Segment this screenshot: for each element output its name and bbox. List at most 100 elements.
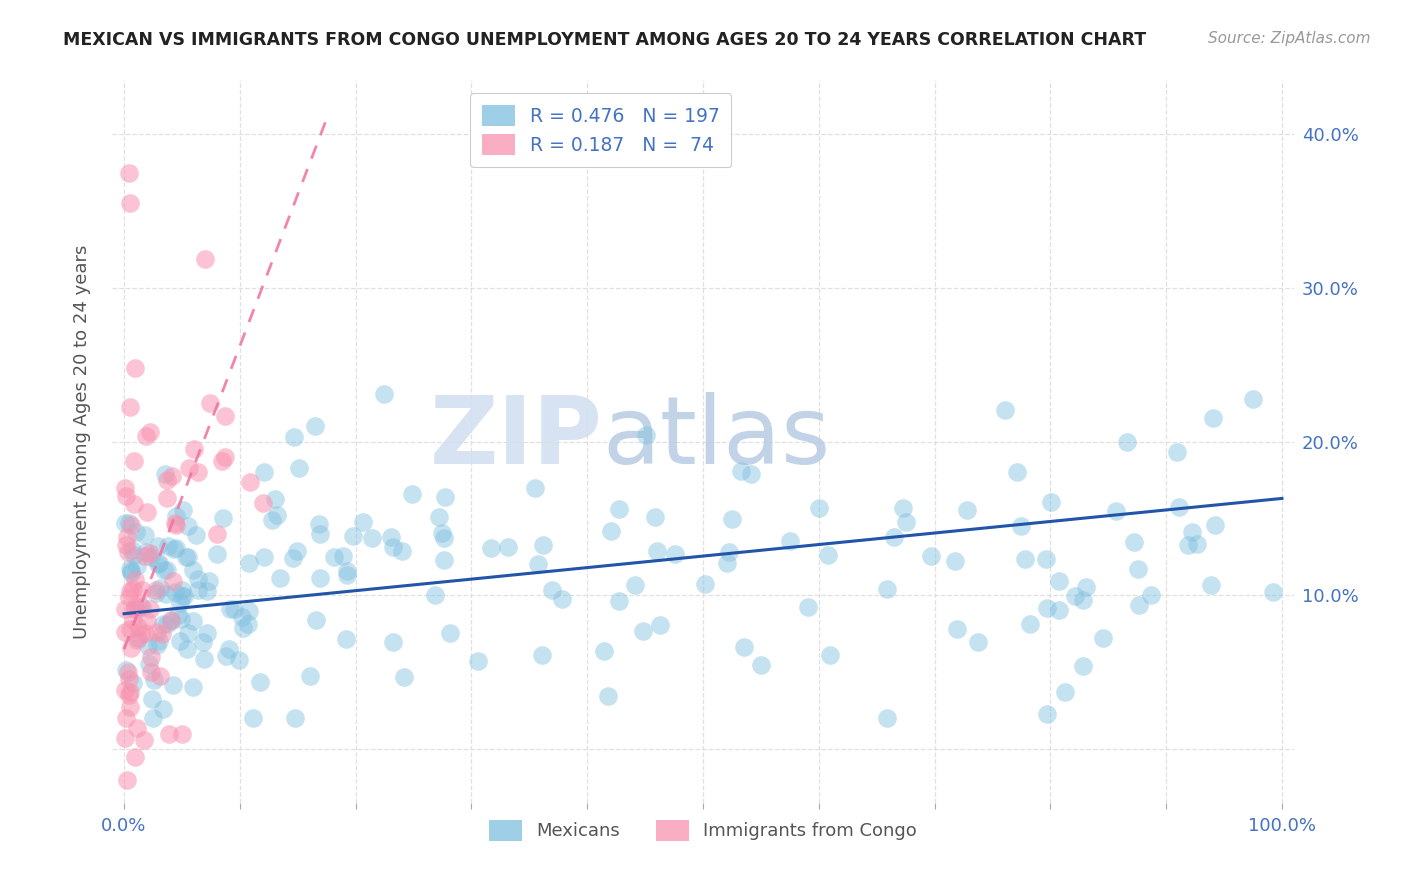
Point (114, 516, 136, 530)
Point (1010, 519, 1032, 533)
Point (169, 634, 191, 648)
Point (382, 540, 405, 554)
Point (740, 467, 762, 482)
Point (214, 409, 236, 423)
Point (114, 711, 136, 725)
Point (149, 669, 172, 683)
Point (153, 563, 176, 577)
Point (1014, 552, 1036, 566)
Text: ZIP: ZIP (430, 392, 603, 484)
Point (124, 361, 146, 376)
Point (115, 664, 138, 678)
Point (530, 648, 553, 663)
Point (238, 603, 260, 617)
Point (136, 639, 159, 653)
Point (155, 587, 177, 601)
Point (163, 542, 186, 557)
Point (117, 545, 139, 559)
Point (183, 442, 205, 457)
Point (423, 588, 446, 602)
Point (149, 582, 172, 596)
Point (264, 492, 287, 507)
Point (120, 564, 142, 578)
Point (242, 711, 264, 725)
Point (1018, 616, 1040, 631)
Point (531, 538, 554, 552)
Point (193, 652, 215, 666)
Point (153, 467, 176, 482)
Point (1049, 574, 1071, 588)
Point (187, 572, 209, 586)
Point (139, 549, 162, 564)
Point (191, 635, 214, 649)
Point (218, 642, 240, 657)
Point (127, 632, 149, 647)
Point (165, 516, 187, 530)
Point (124, 573, 146, 587)
Point (817, 549, 839, 563)
Point (598, 689, 620, 703)
Point (391, 544, 413, 558)
Point (135, 429, 157, 443)
Point (716, 556, 738, 570)
Point (187, 466, 209, 480)
Point (139, 425, 162, 439)
Point (238, 475, 260, 489)
Point (946, 623, 969, 637)
Point (121, 613, 143, 627)
Point (122, 497, 145, 511)
Point (309, 527, 332, 541)
Point (160, 468, 183, 483)
Point (439, 626, 461, 640)
Point (170, 612, 193, 626)
Point (262, 512, 284, 526)
Point (125, 721, 148, 735)
Point (1116, 435, 1139, 450)
Point (288, 461, 311, 475)
Point (284, 711, 307, 725)
Point (165, 541, 187, 556)
Point (298, 668, 321, 682)
Point (118, 700, 141, 714)
Point (1166, 444, 1188, 458)
Point (433, 553, 456, 567)
Point (142, 711, 165, 725)
Point (496, 540, 519, 554)
Point (148, 634, 170, 648)
Point (1167, 500, 1189, 514)
Point (1074, 580, 1097, 594)
Point (127, 559, 149, 574)
Point (956, 503, 979, 517)
Point (253, 465, 276, 479)
Point (179, 461, 201, 475)
Point (166, 608, 188, 623)
Point (177, 625, 200, 640)
Point (1071, 659, 1094, 673)
Point (181, 615, 204, 629)
Point (381, 635, 404, 649)
Point (125, 601, 148, 615)
Point (120, 400, 142, 414)
Point (593, 644, 616, 658)
Point (177, 518, 200, 533)
Point (994, 403, 1017, 417)
Point (434, 490, 457, 504)
Point (176, 642, 198, 657)
Point (1039, 495, 1062, 509)
Point (1035, 601, 1057, 615)
Point (122, 676, 145, 690)
Point (114, 682, 136, 697)
Point (136, 614, 159, 628)
Point (114, 602, 136, 616)
Point (644, 510, 666, 524)
Point (170, 589, 193, 603)
Point (373, 387, 395, 401)
Point (231, 609, 253, 624)
Point (966, 635, 988, 649)
Point (162, 574, 184, 588)
Point (607, 502, 630, 516)
Point (156, 617, 179, 632)
Point (125, 525, 148, 540)
Point (195, 583, 218, 598)
Point (172, 582, 194, 597)
